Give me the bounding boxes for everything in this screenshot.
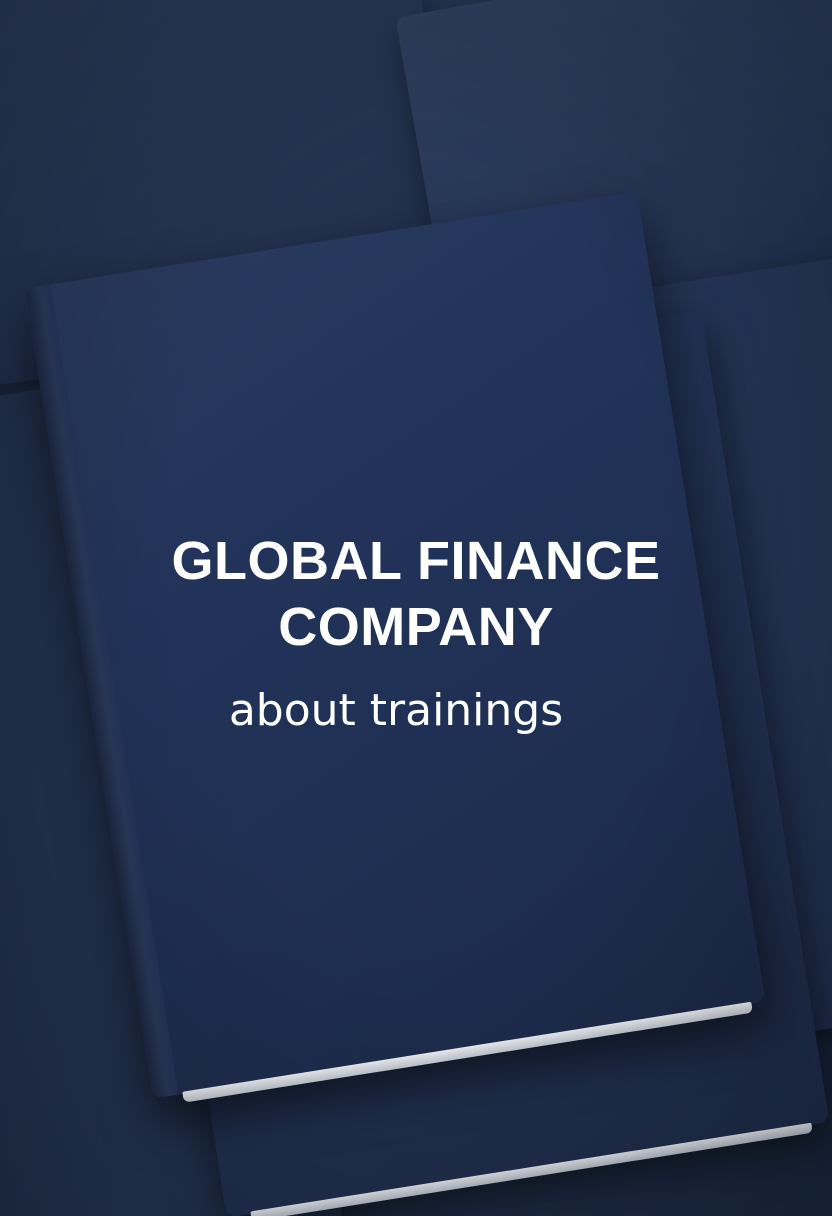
cover-title-line-2: COMPANY	[278, 597, 554, 657]
cover-title-line-1: GLOBAL FINANCE	[171, 531, 661, 591]
cover-subtitle: about trainings	[228, 685, 564, 736]
cover-text: GLOBAL FINANCE COMPANY about trainings	[0, 528, 832, 738]
book-pages-edge	[250, 1122, 813, 1216]
